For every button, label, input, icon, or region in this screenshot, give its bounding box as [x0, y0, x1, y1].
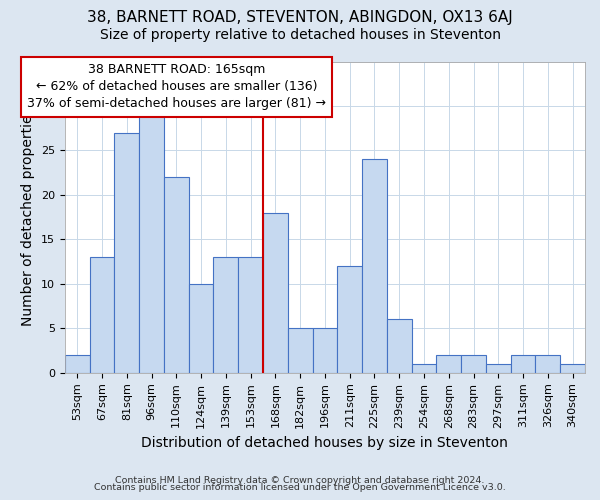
Bar [288, 328, 313, 373]
Bar [164, 177, 189, 373]
Bar [337, 266, 362, 373]
Bar [362, 160, 387, 373]
Bar [436, 355, 461, 373]
Bar [486, 364, 511, 373]
Bar [461, 355, 486, 373]
Bar [214, 257, 238, 373]
Bar [139, 115, 164, 373]
X-axis label: Distribution of detached houses by size in Steventon: Distribution of detached houses by size … [142, 436, 508, 450]
Bar [89, 257, 115, 373]
Bar [238, 257, 263, 373]
Bar [511, 355, 535, 373]
Text: 38, BARNETT ROAD, STEVENTON, ABINGDON, OX13 6AJ: 38, BARNETT ROAD, STEVENTON, ABINGDON, O… [87, 10, 513, 25]
Y-axis label: Number of detached properties: Number of detached properties [22, 108, 35, 326]
Text: 38 BARNETT ROAD: 165sqm
← 62% of detached houses are smaller (136)
37% of semi-d: 38 BARNETT ROAD: 165sqm ← 62% of detache… [27, 64, 326, 110]
Text: Size of property relative to detached houses in Steventon: Size of property relative to detached ho… [100, 28, 500, 42]
Bar [65, 355, 89, 373]
Bar [263, 212, 288, 373]
Bar [535, 355, 560, 373]
Bar [189, 284, 214, 373]
Bar [387, 320, 412, 373]
Bar [313, 328, 337, 373]
Bar [412, 364, 436, 373]
Text: Contains HM Land Registry data © Crown copyright and database right 2024.: Contains HM Land Registry data © Crown c… [115, 476, 485, 485]
Bar [115, 132, 139, 373]
Text: Contains public sector information licensed under the Open Government Licence v3: Contains public sector information licen… [94, 484, 506, 492]
Bar [560, 364, 585, 373]
